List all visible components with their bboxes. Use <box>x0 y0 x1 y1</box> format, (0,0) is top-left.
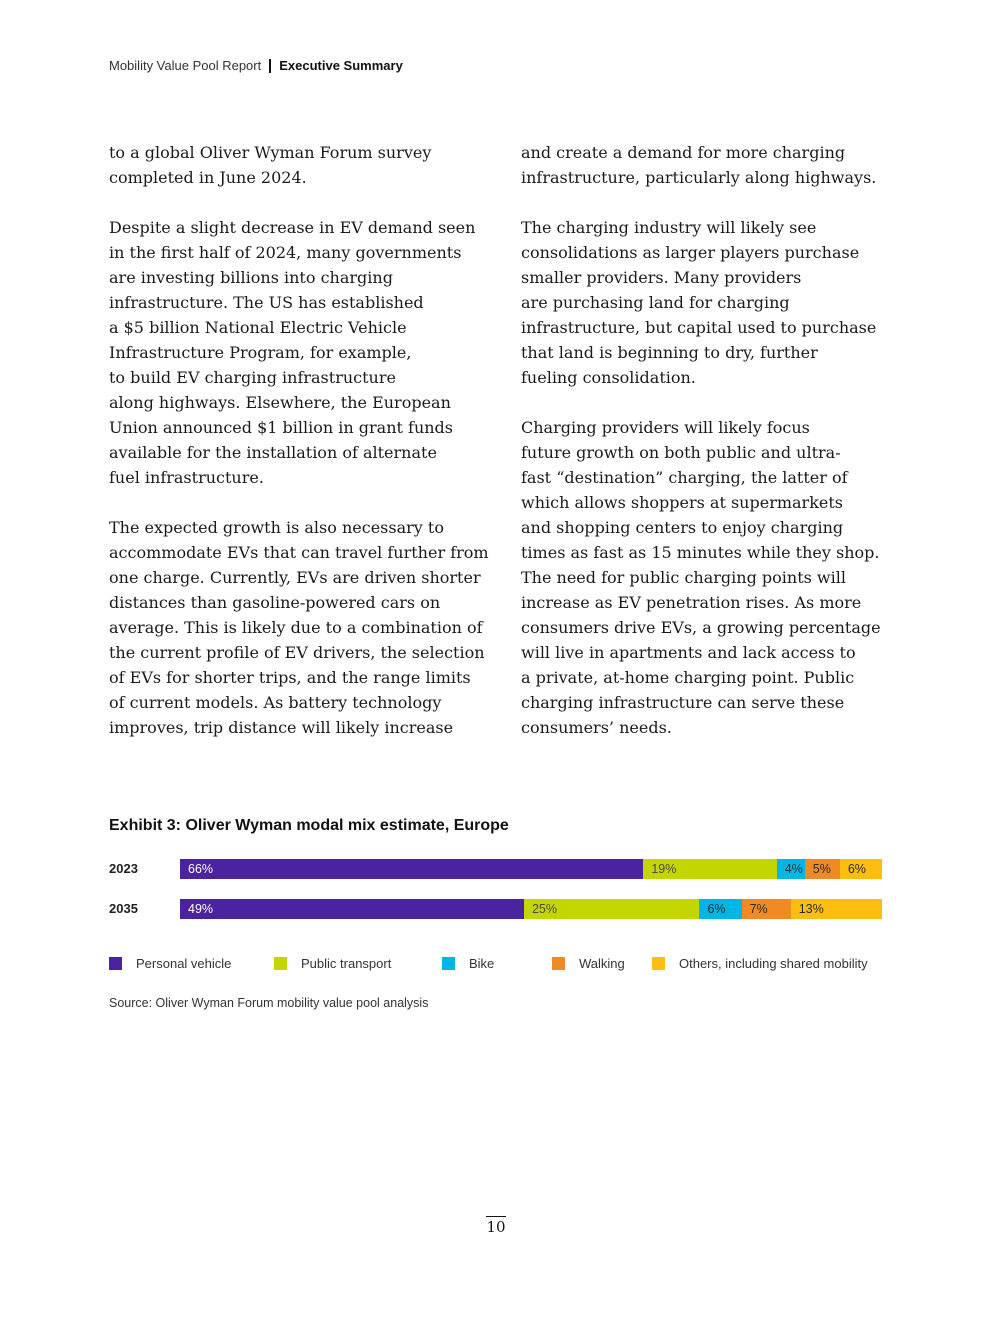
legend-label: Others, including shared mobility <box>679 956 868 971</box>
text-line: The charging industry will likely see <box>521 218 817 237</box>
exhibit-title: Exhibit 3: Oliver Wyman modal mix estima… <box>109 817 509 834</box>
text-line: Union announced $1 billion in grant fund… <box>109 418 453 437</box>
text-line: average. This is likely due to a combina… <box>109 618 483 637</box>
text-line: fast “destination” charging, the latter … <box>521 468 848 487</box>
text-line: distances than gasoline-powered cars on <box>109 593 441 612</box>
text-line: increase as EV penetration rises. As mor… <box>521 593 862 612</box>
bar-value-label: 7% <box>749 902 768 916</box>
text-line: a private, at-home charging point. Publi… <box>521 668 855 687</box>
text-line: fuel infrastructure. <box>109 468 264 487</box>
legend-item: Personal vehicle <box>109 956 231 971</box>
text-line: are purchasing land for charging <box>521 293 790 312</box>
text-line: will live in apartments and lack access … <box>521 643 856 662</box>
text-line: of EVs for shorter trips, and the range … <box>109 668 471 687</box>
bar-segment: 6% <box>699 899 742 919</box>
bar-segment: 6% <box>839 859 882 879</box>
paragraph: Charging providers will likely focus futu… <box>521 415 891 740</box>
bar-value-label: 4% <box>784 862 803 876</box>
paragraph: The expected growth is also necessary to… <box>109 515 489 740</box>
text-line: to build EV charging infrastructure <box>109 368 396 387</box>
text-line: accommodate EVs that can travel further … <box>109 543 489 562</box>
bar-segment: 66% <box>180 859 644 879</box>
text-line: a $5 billion National Electric Vehicle <box>109 318 407 337</box>
paragraph: and create a demand for more charging inf… <box>521 140 891 190</box>
text-line: infrastructure, but capital used to purc… <box>521 318 877 337</box>
text-line: The need for public charging points will <box>521 568 846 587</box>
text-line: available for the installation of altern… <box>109 443 437 462</box>
bar-value-label: 6% <box>847 862 866 876</box>
text-line: and create a demand for more charging <box>521 143 846 162</box>
legend-swatch <box>652 957 665 970</box>
bar-segment: 19% <box>643 859 777 879</box>
header-separator <box>269 58 272 73</box>
bar-segment: 49% <box>180 899 524 919</box>
bar-value-label: 25% <box>531 902 557 916</box>
paragraph: Despite a slight decrease in EV demand s… <box>109 215 479 490</box>
bar-segment: 13% <box>790 899 882 919</box>
section-name: Executive Summary <box>279 58 403 73</box>
bar-row-label: 2023 <box>109 861 138 876</box>
running-header: Mobility Value Pool Report Executive Sum… <box>109 58 403 73</box>
text-line: infrastructure. The US has established <box>109 293 424 312</box>
bar-value-label: 19% <box>651 862 677 876</box>
text-line: consumers drive EVs, a growing percentag… <box>521 618 881 637</box>
text-line: Charging providers will likely focus <box>521 418 810 437</box>
legend-item: Walking <box>552 956 625 971</box>
legend-label: Public transport <box>301 956 392 971</box>
bar-segment: 5% <box>804 859 840 879</box>
bar-row-label: 2035 <box>109 901 138 916</box>
text-line: of current models. As battery technology <box>109 693 442 712</box>
text-line: and shopping centers to enjoy charging <box>521 518 844 537</box>
paragraph: The charging industry will likely see con… <box>521 215 891 390</box>
stacked-bar: 66% 19% 4% 5% 6% <box>180 859 882 879</box>
text-line: which allows shoppers at supermarkets <box>521 493 844 512</box>
stacked-bar: 49% 25% 6% 7% 13% <box>180 899 882 919</box>
bar-value-label: 13% <box>798 902 824 916</box>
text-line: one charge. Currently, EVs are driven sh… <box>109 568 481 587</box>
legend-swatch <box>442 957 455 970</box>
paragraph: to a global Oliver Wyman Forum survey com… <box>109 140 479 190</box>
body-column-right: and create a demand for more charging inf… <box>521 140 891 765</box>
bar-segment: 4% <box>776 859 805 879</box>
text-line: times as fast as 15 minutes while they s… <box>521 543 880 562</box>
text-line: consolidations as larger players purchas… <box>521 243 860 262</box>
text-line: along highways. Elsewhere, the European <box>109 393 451 412</box>
bar-value-label: 5% <box>812 862 831 876</box>
legend-item: Public transport <box>274 956 391 971</box>
text-line: Despite a slight decrease in EV demand s… <box>109 218 476 237</box>
text-line: are investing billions into charging <box>109 268 393 287</box>
text-line: charging infrastructure can serve these <box>521 693 845 712</box>
bar-segment: 25% <box>523 899 700 919</box>
text-line: Infrastructure Program, for example, <box>109 343 412 362</box>
text-line: The expected growth is also necessary to <box>109 518 444 537</box>
text-line: to a global Oliver Wyman Forum survey <box>109 143 432 162</box>
text-line: completed in June 2024. <box>109 168 307 187</box>
bar-value-label: 49% <box>188 902 214 916</box>
legend-label: Bike <box>469 956 495 971</box>
bar-value-label: 66% <box>188 862 214 876</box>
text-line: consumers’ needs. <box>521 718 672 737</box>
text-line: future growth on both public and ultra- <box>521 443 841 462</box>
legend-swatch <box>274 957 287 970</box>
legend-item: Bike <box>442 956 494 971</box>
report-name: Mobility Value Pool Report <box>109 58 262 73</box>
legend-label: Walking <box>579 956 625 971</box>
legend-swatch <box>552 957 565 970</box>
text-line: improves, trip distance will likely incr… <box>109 718 454 737</box>
text-line: smaller providers. Many providers <box>521 268 802 287</box>
bar-value-label: 6% <box>707 902 726 916</box>
chart-source: Source: Oliver Wyman Forum mobility valu… <box>109 996 429 1010</box>
legend-swatch <box>109 957 122 970</box>
body-column-left: to a global Oliver Wyman Forum survey com… <box>109 140 489 765</box>
text-line: the current profile of EV drivers, the s… <box>109 643 485 662</box>
text-line: that land is beginning to dry, further <box>521 343 818 362</box>
legend-item: Others, including shared mobility <box>652 956 868 971</box>
text-line: fueling consolidation. <box>521 368 696 387</box>
text-line: infrastructure, particularly along highw… <box>521 168 877 187</box>
page-number: 10 <box>486 1216 506 1236</box>
bar-segment: 7% <box>741 899 791 919</box>
text-line: in the first half of 2024, many governme… <box>109 243 462 262</box>
chart-legend: Personal vehicle Public transport Bike Walk… <box>109 956 899 974</box>
legend-label: Personal vehicle <box>136 956 232 971</box>
